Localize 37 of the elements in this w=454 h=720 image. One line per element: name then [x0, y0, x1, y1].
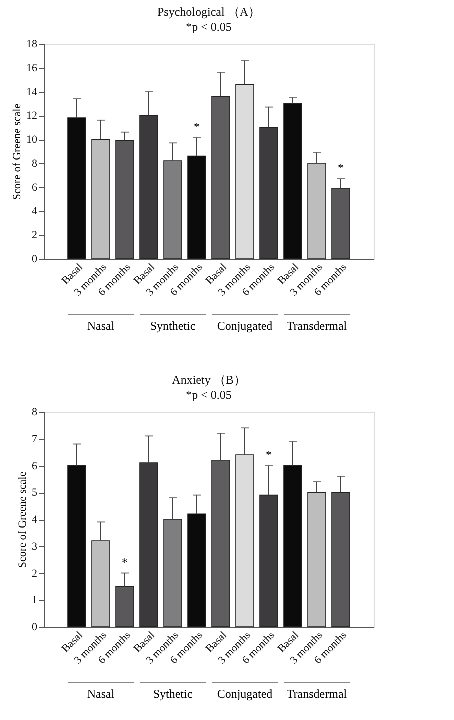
y-tick-label: 0 — [32, 622, 38, 634]
text: *p < 0.05 — [186, 388, 232, 402]
y-tick-label: 1 — [32, 594, 38, 607]
y-tick-label: 16 — [26, 62, 38, 74]
y-tick-label: 14 — [26, 86, 38, 98]
y-tick-label: 8 — [32, 158, 38, 170]
y-axis-title: Score of Greene scale — [12, 104, 24, 200]
text: Sythetic — [153, 687, 193, 701]
text: Conjugated — [217, 687, 273, 701]
y-tick-label: 6 — [32, 182, 38, 194]
y-tick-label: 5 — [32, 487, 38, 500]
data-label: * — [266, 448, 272, 462]
chart-title: Anxiety （B） — [172, 373, 246, 387]
text: Nasal — [87, 319, 116, 333]
y-tick-label: 10 — [26, 134, 38, 146]
y-tick-label: 12 — [26, 110, 38, 122]
text: Conjugated — [217, 319, 273, 333]
y-tick-label: 2 — [32, 568, 38, 580]
text: Transdermal — [286, 319, 348, 333]
y-tick-label: 18 — [26, 38, 38, 50]
text: Transdermal — [286, 687, 348, 701]
data-label: * — [194, 120, 200, 134]
chart-title: Psychological （A） — [158, 5, 260, 19]
data-label: * — [338, 160, 344, 175]
text: Nasal — [87, 687, 116, 701]
y-tick-label: 7 — [32, 433, 38, 446]
y-tick-label: 3 — [32, 540, 38, 553]
y-tick-label: 8 — [32, 406, 38, 418]
y-tick-label: 4 — [32, 514, 38, 526]
y-tick-label: 0 — [32, 254, 38, 266]
y-axis-title: Score of Greene scale — [17, 472, 29, 568]
data-label: * — [122, 555, 128, 570]
text: Synthetic — [150, 319, 196, 333]
y-tick-label: 6 — [32, 460, 38, 472]
y-tick-label: 4 — [32, 206, 38, 218]
text: *p < 0.05 — [186, 20, 232, 34]
y-tick-label: 2 — [32, 230, 38, 242]
